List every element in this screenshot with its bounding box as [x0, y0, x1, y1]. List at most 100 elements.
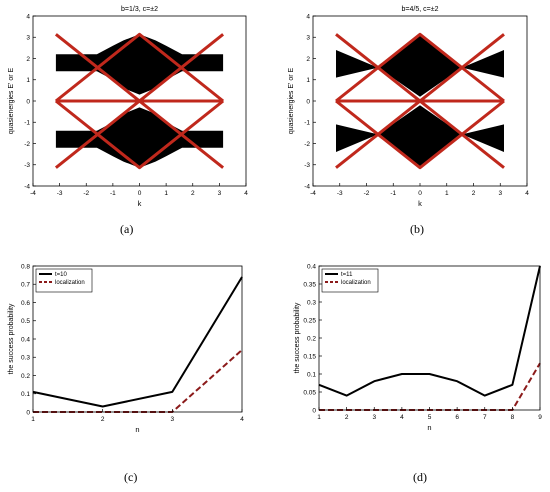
x-tick-label: 2	[101, 416, 105, 423]
x-axis-label: k	[418, 199, 422, 208]
y-tick-label: 3	[306, 35, 310, 42]
x-axis-label: n	[135, 425, 139, 434]
x-tick-label: 3	[171, 416, 175, 423]
y-tick-label: -3	[24, 162, 30, 169]
y-axis-label: the success probability	[8, 303, 15, 374]
band-1	[55, 107, 224, 168]
x-tick-label: 1	[31, 416, 35, 423]
x-tick-label: -1	[110, 190, 116, 197]
y-tick-label: 0.2	[21, 373, 30, 380]
y-tick-label: 0	[26, 409, 30, 416]
y-tick-label: 0.5	[21, 318, 30, 325]
panel-a: b=1/3, c=±2 -4 -3 -2 -1 0 1 2 3 4 -4 -3 -2 -1 0 1 2 3 4 k qu…	[0, 0, 275, 215]
chart-d: 1 2 3 4 5 6 7 8 9 0 0.05 0.1 0.15 0.2 0.25 0.3 0.35 0.4 n t…	[294, 263, 542, 432]
y-tick-label: 1	[26, 77, 30, 84]
x-tick-label: 9	[538, 414, 542, 421]
x-tick-label: -4	[310, 190, 316, 197]
y-tick-label: 0.7	[21, 282, 30, 289]
x-tick-label: 6	[455, 414, 459, 421]
y-tick-label: 0.3	[307, 299, 316, 306]
x-tick-label: 4	[244, 190, 248, 197]
x-tick-label: 4	[525, 190, 529, 197]
x-tick-label: 0	[418, 190, 422, 197]
x-tick-label: 1	[164, 190, 168, 197]
y-tick-label: 0.1	[307, 371, 316, 378]
series-line-0	[32, 276, 243, 408]
x-tick-label: -2	[364, 190, 370, 197]
legend-label: localization	[341, 280, 371, 286]
series-line-2	[335, 32, 505, 103]
series-line-0	[318, 265, 541, 397]
panel-d: 1 2 3 4 5 6 7 8 9 0 0.05 0.1 0.15 0.2 0.25 0.3 0.35 0.4 n t…	[275, 246, 550, 461]
y-tick-label: 4	[306, 13, 310, 20]
y-tick-label: -4	[304, 183, 310, 190]
caption-b: (b)	[410, 222, 424, 236]
chart-b: b=4/5, c=±2 -4 -3 -2 -1 0 1 2 3 4 -4 -3 -2 -1 0 1 2 3 4 k qu…	[288, 6, 529, 208]
chart-a: b=1/3, c=±2 -4 -3 -2 -1 0 1 2 3 4 -4 -3 -2 -1 0 1 2 3 4 k qu…	[8, 6, 248, 208]
legend-label: t=11	[341, 272, 353, 278]
y-tick-label: 0.2	[307, 335, 316, 342]
y-tick-label: 0	[312, 407, 316, 414]
y-tick-label: -4	[24, 183, 30, 190]
chart-title: b=4/5, c=±2	[402, 6, 439, 13]
x-tick-label: 4	[400, 414, 404, 421]
x-axis-label: k	[138, 199, 142, 208]
x-tick-label: 1	[445, 190, 449, 197]
panel-b: b=4/5, c=±2 -4 -3 -2 -1 0 1 2 3 4 -4 -3 -2 -1 0 1 2 3 4 k qu…	[275, 0, 550, 215]
x-tick-label: 5	[428, 414, 432, 421]
band-0	[336, 34, 504, 97]
series-line-3	[335, 99, 505, 170]
x-tick-label: 2	[472, 190, 476, 197]
y-axis-label: quasienergies E' or E	[288, 68, 295, 135]
x-tick-label: -4	[30, 190, 36, 197]
y-tick-label: 0	[26, 98, 30, 105]
caption-a: (a)	[120, 222, 134, 236]
x-tick-label: 3	[218, 190, 222, 197]
y-tick-label: -2	[304, 141, 310, 148]
x-tick-label: 1	[317, 414, 321, 421]
caption-c: (c)	[124, 470, 138, 484]
x-tick-label: 8	[511, 414, 515, 421]
x-tick-label: 2	[345, 414, 349, 421]
y-tick-label: 0.1	[21, 391, 30, 398]
y-tick-label: 0.25	[303, 317, 316, 324]
x-tick-label: -3	[337, 190, 343, 197]
x-tick-label: 7	[483, 414, 487, 421]
y-tick-label: -1	[304, 120, 310, 127]
y-tick-label: 0.35	[303, 281, 316, 288]
x-tick-label: -2	[83, 190, 89, 197]
legend-label: t=10	[55, 272, 68, 278]
x-tick-label: 3	[372, 414, 376, 421]
y-tick-label: 2	[26, 56, 30, 63]
x-tick-label: 0	[138, 190, 142, 197]
y-tick-label: 0.05	[303, 389, 316, 396]
x-tick-label: 3	[498, 190, 502, 197]
x-axis-label: n	[427, 423, 431, 432]
y-tick-label: -1	[24, 120, 30, 127]
series-line-2	[54, 32, 225, 103]
y-tick-label: 0.8	[21, 263, 30, 270]
caption-d: (d)	[413, 470, 427, 484]
band-0	[55, 34, 224, 95]
series-line-1	[33, 349, 243, 413]
y-tick-label: 0.6	[21, 300, 30, 307]
x-tick-label: -3	[57, 190, 63, 197]
y-tick-label: 0	[306, 98, 310, 105]
chart-c: 1 2 3 4 0 0.1 0.2 0.3 0.4 0.5 0.6 0.7 0.8 n the succes…	[8, 263, 244, 434]
y-tick-label: -2	[24, 141, 30, 148]
x-tick-label: 2	[191, 190, 195, 197]
y-axis-label: the success probability	[294, 302, 301, 373]
legend-label: localization	[55, 280, 85, 286]
y-tick-label: 0.4	[307, 263, 316, 270]
y-tick-label: 0.4	[21, 336, 30, 343]
y-tick-label: 0.3	[21, 355, 30, 362]
y-tick-label: 4	[26, 13, 30, 20]
panel-c: 1 2 3 4 0 0.1 0.2 0.3 0.4 0.5 0.6 0.7 0.8 n the succes…	[0, 246, 275, 461]
y-tick-label: 0.15	[303, 353, 316, 360]
chart-title: b=1/3, c=±2	[121, 6, 158, 13]
y-axis-label: quasienergies E' or E	[8, 68, 15, 135]
x-tick-label: -1	[390, 190, 396, 197]
y-tick-label: 1	[306, 77, 310, 84]
y-tick-label: 3	[26, 35, 30, 42]
y-tick-label: -3	[304, 162, 310, 169]
